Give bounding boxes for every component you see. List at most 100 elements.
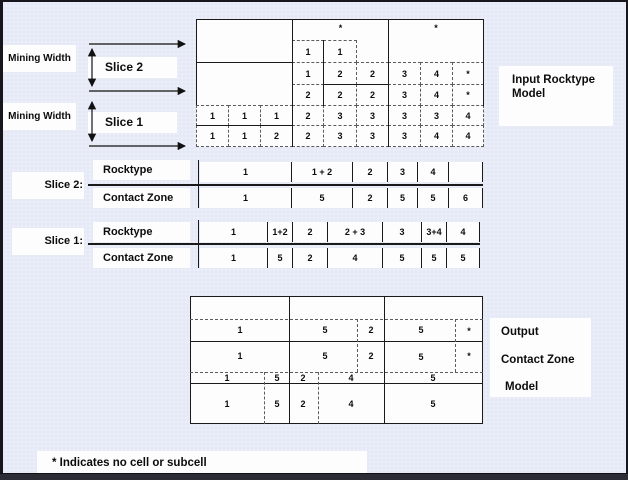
model-line bbox=[190, 341, 483, 342]
mining-width-label-2: Mining Width bbox=[3, 103, 76, 130]
model-cell: 2 bbox=[323, 84, 357, 106]
slice-extent-arrows bbox=[87, 39, 187, 151]
model-line bbox=[323, 84, 389, 85]
model-cell: 2 bbox=[292, 125, 324, 147]
model-value: 5 bbox=[430, 399, 436, 409]
model-value: 2 bbox=[300, 373, 306, 383]
model-value: 5 bbox=[418, 325, 424, 335]
model-line bbox=[190, 296, 191, 424]
slice1-table-divider-line bbox=[88, 243, 480, 245]
model-cell: 3 bbox=[388, 105, 421, 126]
model-dashed-line bbox=[357, 319, 358, 372]
model-cell: 3 bbox=[388, 84, 421, 106]
table-value-cell: 1 bbox=[200, 248, 268, 268]
model-line bbox=[323, 40, 324, 106]
model-dashed-line bbox=[190, 372, 483, 373]
model-cell: 3 bbox=[388, 125, 421, 147]
model-value: 1 bbox=[224, 399, 230, 409]
output-grid-background bbox=[190, 296, 483, 424]
model-value: 5 bbox=[418, 352, 424, 362]
model-cell: 1 bbox=[292, 40, 324, 63]
model-line bbox=[388, 19, 389, 147]
output-caption-line-3: Model bbox=[505, 381, 539, 393]
slice1-rocktype-row: 1 1+2 2 2 + 3 3 3+4 4 bbox=[200, 222, 480, 242]
model-line bbox=[190, 296, 483, 297]
model-cell: 3 bbox=[420, 105, 453, 126]
model-dashed-line bbox=[455, 319, 456, 372]
table-value-cell: 4 bbox=[447, 222, 480, 242]
table-value-cell: 3 bbox=[383, 222, 422, 242]
slice-1-label: Slice 1 bbox=[88, 112, 177, 133]
model-value: 2 bbox=[368, 351, 374, 361]
table-value-cell: 3 bbox=[388, 162, 418, 182]
model-cell: 2 bbox=[260, 125, 293, 147]
table-value-cell: 6 bbox=[449, 188, 483, 208]
table-value-cell: 5 bbox=[422, 248, 447, 268]
model-dashed-line bbox=[264, 372, 265, 424]
model-line bbox=[483, 19, 484, 106]
table-value-cell: 3+4 bbox=[422, 222, 447, 242]
table-value-cell: 2 bbox=[353, 162, 388, 182]
slice1-rocktype-header: Rocktype bbox=[93, 222, 190, 242]
model-cell bbox=[196, 62, 293, 106]
window-border-left bbox=[0, 0, 3, 480]
slice2-contact-zone-header: Contact Zone bbox=[93, 188, 190, 208]
window-border-bottom bbox=[0, 473, 628, 480]
model-line bbox=[190, 423, 483, 424]
slice1-contact-zone-header: Contact Zone bbox=[93, 248, 190, 268]
model-cell: 1 bbox=[228, 125, 261, 147]
table-value-cell: 4 bbox=[328, 248, 383, 268]
output-contact-zone-caption: Output Contact Zone Model bbox=[490, 318, 591, 397]
table-value-cell: 1 bbox=[200, 188, 292, 208]
model-cell: 4 bbox=[420, 62, 453, 85]
model-value: 1 bbox=[224, 373, 230, 383]
model-value: 4 bbox=[348, 399, 354, 409]
input-rocktype-model-caption: Input Rocktype Model bbox=[499, 66, 613, 126]
model-cell: 4 bbox=[452, 125, 484, 147]
model-dashed-line bbox=[318, 372, 319, 424]
table-value-cell: 2 bbox=[293, 222, 328, 242]
model-value: 1 bbox=[237, 351, 243, 361]
table-value-cell bbox=[449, 162, 483, 182]
model-cell: * bbox=[388, 19, 484, 63]
table-value-cell: 2 + 3 bbox=[328, 222, 383, 242]
model-dashed-line bbox=[190, 319, 483, 320]
model-cell: 1 bbox=[260, 105, 293, 126]
model-cell: 1 bbox=[228, 105, 261, 126]
model-cell: 3 bbox=[323, 105, 357, 126]
mining-width-label-1: Mining Width bbox=[3, 45, 76, 72]
model-cell: 3 bbox=[356, 105, 389, 126]
model-cell: 3 bbox=[356, 125, 389, 147]
model-line bbox=[482, 296, 483, 424]
model-cell: 1 bbox=[323, 40, 357, 63]
model-cell: 1 bbox=[196, 125, 229, 147]
model-cell: 2 bbox=[292, 105, 324, 126]
window-border-top bbox=[0, 0, 628, 2]
model-cell: 4 bbox=[452, 105, 484, 126]
model-value: * bbox=[467, 326, 471, 336]
table-value-cell: 1 bbox=[200, 222, 268, 242]
model-value: 2 bbox=[300, 399, 306, 409]
table-value-cell: 5 bbox=[268, 248, 293, 268]
model-cell: 3 bbox=[388, 62, 421, 85]
model-value: 4 bbox=[348, 373, 354, 383]
model-cell bbox=[196, 19, 293, 63]
slice2-rocktype-header: Rocktype bbox=[93, 160, 190, 180]
model-cell: * bbox=[452, 84, 484, 106]
model-value: 5 bbox=[322, 351, 328, 361]
model-cell: 4 bbox=[420, 84, 453, 106]
model-value: * bbox=[467, 351, 471, 361]
model-cell: 2 bbox=[356, 62, 389, 85]
table-value-cell: 5 bbox=[383, 248, 422, 268]
model-cell: * bbox=[452, 62, 484, 85]
model-line bbox=[384, 296, 385, 424]
table-value-cell: 5 bbox=[388, 188, 418, 208]
model-cell: 1 bbox=[292, 62, 324, 85]
model-value: 2 bbox=[368, 325, 374, 335]
slice1-table-tick bbox=[198, 220, 199, 268]
slice2-table-label: Slice 2: bbox=[12, 172, 84, 199]
table-value-cell: 1 bbox=[200, 162, 292, 182]
model-cell: 2 bbox=[323, 62, 357, 85]
